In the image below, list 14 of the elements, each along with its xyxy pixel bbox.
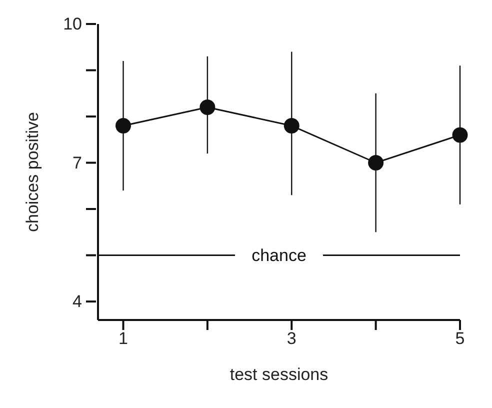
y-axis-title: choices positive (23, 112, 42, 232)
ref-line-label: chance (252, 246, 306, 265)
x-axis-title: test sessions (230, 365, 328, 384)
y-tick-label: 7 (72, 153, 82, 172)
point (452, 127, 468, 143)
y-tick-label: 4 (72, 292, 82, 311)
x-tick-label: 5 (455, 329, 465, 348)
x-tick-label: 3 (286, 329, 296, 348)
point (200, 100, 216, 115)
point (368, 155, 384, 170)
point (116, 118, 132, 134)
x-tick-label: 1 (118, 329, 128, 348)
point (284, 118, 300, 134)
y-tick-label: 10 (63, 14, 82, 34)
